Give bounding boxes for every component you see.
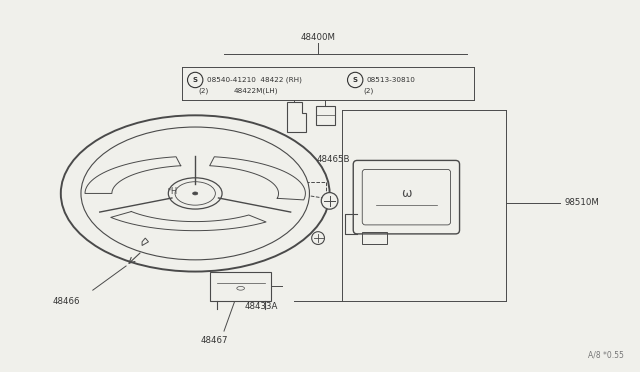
Text: (2): (2) xyxy=(198,88,209,94)
FancyBboxPatch shape xyxy=(353,160,460,234)
Bar xyxy=(210,272,271,301)
Text: 48422M(LH): 48422M(LH) xyxy=(234,88,278,94)
Circle shape xyxy=(348,72,363,88)
Bar xyxy=(316,106,335,125)
Circle shape xyxy=(188,72,203,88)
Text: S: S xyxy=(353,77,358,83)
Ellipse shape xyxy=(81,127,310,260)
Text: (2): (2) xyxy=(363,88,373,94)
Ellipse shape xyxy=(193,192,198,195)
Circle shape xyxy=(321,193,338,209)
Text: 08513-30810: 08513-30810 xyxy=(366,77,415,83)
Ellipse shape xyxy=(168,178,222,209)
Text: 48467: 48467 xyxy=(201,336,228,345)
Text: 98510M: 98510M xyxy=(564,198,599,207)
Text: 48400M: 48400M xyxy=(301,33,335,42)
Text: 48433A: 48433A xyxy=(244,302,278,311)
Text: ω: ω xyxy=(401,187,412,200)
Circle shape xyxy=(312,232,324,244)
Text: 08540-41210  48422 (RH): 08540-41210 48422 (RH) xyxy=(207,77,301,83)
Text: A/8 *0.55: A/8 *0.55 xyxy=(588,351,624,360)
Polygon shape xyxy=(287,102,306,132)
Text: ᴴH: ᴴH xyxy=(168,187,178,196)
Text: 48465B: 48465B xyxy=(317,155,350,164)
Text: 48466: 48466 xyxy=(52,297,80,306)
Text: S: S xyxy=(193,77,198,83)
